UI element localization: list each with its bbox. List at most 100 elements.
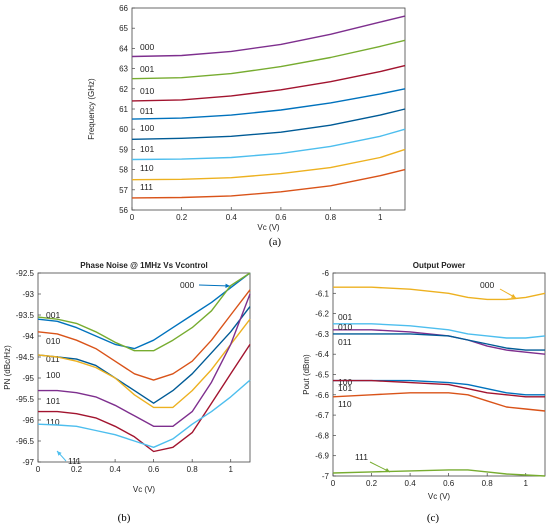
y-tick-label: 56 xyxy=(119,206,128,215)
x-axis-label: Vc (V) xyxy=(428,492,451,501)
series-label-101: 101 xyxy=(338,383,352,393)
y-axis-label: PN (dBc/Hz) xyxy=(3,345,12,390)
series-line-111 xyxy=(131,168,406,199)
y-tick-label: -6.1 xyxy=(315,289,329,298)
series-label-111: 111 xyxy=(68,456,81,466)
y-tick-label: -96.5 xyxy=(16,437,35,446)
series-label-011: 011 xyxy=(338,337,352,347)
series-line-111 xyxy=(332,469,546,477)
y-tick-label: -6.7 xyxy=(315,411,329,420)
series-line-110 xyxy=(332,392,546,412)
series-line-001 xyxy=(333,323,546,339)
annotation-arrow xyxy=(198,284,231,287)
series-label-110: 110 xyxy=(140,163,154,173)
y-tick-label: 60 xyxy=(119,125,128,134)
series-line-101 xyxy=(38,293,251,427)
panel-c-output-power: 0 0.2 0.4 0.6 0.8 1 -6 -6.1 -6.2 -6.3 -6.4 -6.5 -6.6… xyxy=(302,261,546,524)
series-line-001 xyxy=(37,272,251,352)
y-tick-label: 63 xyxy=(119,65,128,74)
series-label-100: 100 xyxy=(338,377,352,387)
y-tick-label: -6.2 xyxy=(315,310,329,319)
plot-frame xyxy=(37,272,251,463)
y-tick-label: 59 xyxy=(119,145,128,154)
y-tick-label: -7 xyxy=(322,472,330,481)
series-label-100: 100 xyxy=(140,123,154,133)
y-tick-label: -95.5 xyxy=(16,395,35,404)
series-line-011 xyxy=(333,333,545,351)
y-tick-label: -6.8 xyxy=(315,431,329,440)
series-label-101: 101 xyxy=(140,144,154,154)
y-tick-label: 61 xyxy=(119,105,128,114)
arrow-head-icon xyxy=(385,468,390,472)
x-tick-label: 0.8 xyxy=(482,479,494,488)
series-line-011 xyxy=(131,88,406,120)
panel-a-frequency-tuning: 0 0.2 0.4 0.6 0.8 1 56 57 58 59 60 61 62 63 64 65 66 Vc (… xyxy=(87,4,406,248)
chart-title: Phase Noise @ 1MHz Vs Vcontrol xyxy=(80,261,207,270)
panel-label: (b) xyxy=(118,512,131,524)
plot-frame xyxy=(332,272,546,477)
series-line-111 xyxy=(37,379,251,448)
y-tick-label: 64 xyxy=(119,44,128,53)
series-line-100 xyxy=(37,318,251,409)
series-line-010 xyxy=(131,64,406,102)
y-tick-label: -6.3 xyxy=(315,330,329,339)
series-label-000: 000 xyxy=(140,42,154,52)
series-label-000: 000 xyxy=(480,280,494,290)
series-line-110 xyxy=(131,148,406,181)
x-tick-label: 0.4 xyxy=(405,479,417,488)
y-tick-label: 66 xyxy=(119,4,128,13)
series-line-100 xyxy=(131,108,406,140)
x-tick-label: 0.6 xyxy=(443,479,455,488)
x-tick-label: 0.8 xyxy=(325,213,337,222)
y-tick-label: -96 xyxy=(22,416,34,425)
y-tick-label: -94 xyxy=(22,332,34,341)
series-label-011: 011 xyxy=(46,354,60,364)
series-label-001: 001 xyxy=(46,310,60,320)
series-label-110: 110 xyxy=(338,399,352,409)
y-tick-label: -6.9 xyxy=(315,452,329,461)
y-tick-label: -97 xyxy=(22,458,34,467)
x-tick-label: 1 xyxy=(524,479,529,488)
series-label-011: 011 xyxy=(140,106,154,116)
series-line-001 xyxy=(131,39,406,80)
series-label-000: 000 xyxy=(180,280,194,290)
y-tick-label: -6 xyxy=(322,269,330,278)
series-line-000 xyxy=(131,15,406,58)
y-tick-label: -93 xyxy=(22,290,34,299)
x-tick-label: 0.4 xyxy=(110,465,122,474)
series-label-111: 111 xyxy=(355,452,368,462)
series-label-100: 100 xyxy=(46,370,60,380)
panel-label: (a) xyxy=(269,236,282,248)
panel-b-phase-noise: 0 0.2 0.4 0.6 0.8 1 -92.5 -93 -93.5 -94 -94.5 -95 -9… xyxy=(3,261,251,524)
chart-title: Output Power xyxy=(413,261,465,270)
series-line-000 xyxy=(37,272,251,350)
series-label-001: 001 xyxy=(338,312,352,322)
series-label-010: 010 xyxy=(140,86,154,96)
x-tick-label: 0.2 xyxy=(176,213,188,222)
x-tick-label: 0.8 xyxy=(187,465,199,474)
y-tick-label: -95 xyxy=(22,374,34,383)
x-tick-label: 1 xyxy=(378,213,383,222)
series-label-010: 010 xyxy=(46,336,60,346)
x-tick-label: 0 xyxy=(36,465,41,474)
series-line-011 xyxy=(37,306,251,404)
y-tick-label: 58 xyxy=(119,166,128,175)
y-axis-label: Frequency (GHz) xyxy=(87,78,96,140)
series-label-110: 110 xyxy=(46,417,60,427)
y-tick-label: 62 xyxy=(119,85,128,94)
series-line-101 xyxy=(333,379,545,398)
x-tick-label: 0.6 xyxy=(148,465,160,474)
x-tick-label: 0.2 xyxy=(366,479,378,488)
series-line-010 xyxy=(37,289,251,381)
series-label-010: 010 xyxy=(338,322,352,332)
arrow-head-icon xyxy=(57,451,62,456)
y-tick-label: -93.5 xyxy=(16,311,35,320)
x-tick-label: 0 xyxy=(130,213,135,222)
series-label-001: 001 xyxy=(140,64,154,74)
x-tick-label: 0.4 xyxy=(226,213,238,222)
arrow-head-icon xyxy=(511,293,516,298)
panel-label: (c) xyxy=(427,512,440,524)
x-axis-label: Vc (V) xyxy=(257,223,280,232)
arrow-head-icon xyxy=(225,283,230,289)
